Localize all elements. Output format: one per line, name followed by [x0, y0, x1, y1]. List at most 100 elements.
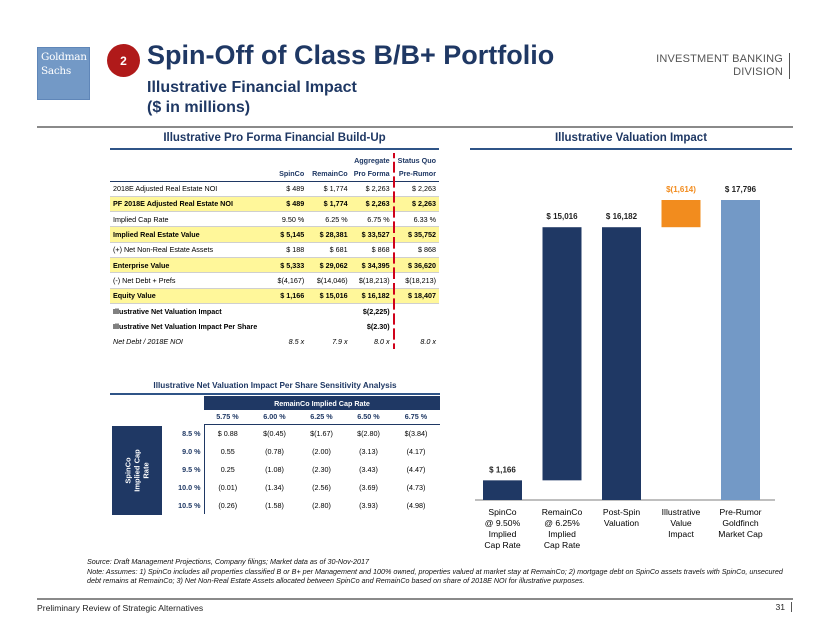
cell-value: (0.78)	[265, 446, 284, 456]
cell-value: $(3.84)	[404, 428, 428, 438]
cell-value	[394, 303, 439, 318]
cell-value: (2.30)	[312, 464, 331, 474]
table-row: 10.5 % (0.26) (1.58) (2.80) (3.93) (4.98)	[110, 496, 440, 514]
remainco-cap-rate-header: RemainCo Implied Cap Rate	[204, 396, 440, 410]
category-label: Post-Spin	[603, 507, 640, 517]
section-number-badge: 2	[107, 44, 140, 77]
cell-value: $ 29,062	[307, 257, 351, 274]
cell-value: 8.0 x	[350, 333, 395, 350]
cell-value: (1.08)	[265, 464, 284, 474]
proforma-table: Aggregate Status Quo SpinCo RemainCo Pro For…	[110, 153, 439, 350]
header-blank	[110, 153, 268, 167]
cell-value: 9.50 %	[268, 211, 308, 228]
column-header: Aggregate	[350, 153, 395, 167]
cell-value: $(2.80)	[357, 428, 380, 438]
cell-value: (2.80)	[312, 500, 331, 510]
bar-0	[483, 480, 522, 500]
bar-4	[721, 200, 760, 500]
cell-value	[394, 319, 439, 334]
column-header: 6.50 %	[345, 410, 392, 425]
subtitle-line1: Illustrative Financial Impact	[147, 79, 357, 96]
category-label: Cap Rate	[544, 540, 581, 550]
table-row: 9.5 % 0.25 (1.08) (2.30) (3.43) (4.47)	[110, 460, 440, 478]
cell-value: $ 1,774	[307, 181, 351, 197]
category-label: Valuation	[604, 518, 639, 528]
category-label: Cap Rate	[484, 540, 521, 550]
proforma-section-title: Illustrative Pro Forma Financial Build-U…	[163, 132, 386, 144]
cell-value: $ 36,620	[393, 257, 439, 274]
table-row: PF 2018E Adjusted Real Estate NOI $ 489 $ …	[110, 196, 439, 213]
cell-value: $ 0.88	[217, 428, 238, 438]
table-row: 10.0 % (0.01) (1.34) (2.56) (3.69) (4.73)	[110, 478, 440, 496]
cell-value: $ 28,381	[307, 226, 351, 243]
row-label: 10.0 %	[110, 478, 205, 496]
bar-data-label: $(1,614)	[666, 185, 696, 194]
table-row: Implied Real Estate Value $ 5,145 $ 28,381…	[110, 226, 439, 243]
cell-value: $(2,225)	[350, 303, 395, 319]
chart-section-rule	[470, 148, 792, 150]
cell-value: (4.47)	[406, 464, 426, 474]
category-label: Value	[670, 518, 692, 528]
column-header	[268, 153, 307, 167]
column-header: 6.00 %	[251, 410, 298, 425]
cell-value: (1.34)	[265, 482, 284, 492]
column-header: Pre-Rumor	[393, 167, 439, 182]
cell-value: 8.0 x	[420, 337, 436, 347]
cell-value: (0.26)	[218, 500, 238, 510]
cell-value: (1.58)	[265, 500, 284, 510]
logo-text-line1: Goldman	[41, 51, 87, 63]
cell-value: 8.5 x	[288, 337, 305, 347]
cell-value: (3.93)	[359, 500, 378, 510]
column-header: RemainCo	[307, 167, 351, 182]
row-label: (-) Net Debt + Prefs	[110, 272, 269, 289]
cell-value: $ 188	[268, 242, 308, 258]
sensitivity-section-rule	[110, 393, 440, 395]
footnotes: Source: Draft Management Projections, Co…	[87, 557, 787, 586]
category-label: Impact	[668, 529, 694, 539]
chart-section-title: Illustrative Valuation Impact	[554, 132, 708, 144]
cell-value: $ 489	[268, 196, 308, 213]
division-label: INVESTMENT BANKING DIVISION	[656, 53, 790, 79]
cell-value: $ 2,263	[393, 181, 439, 197]
bar-data-label: $ 15,016	[546, 212, 578, 221]
bar-3	[661, 200, 701, 228]
cell-value: (3.13)	[359, 446, 378, 456]
column-header	[307, 153, 350, 167]
column-header: Status Quo	[397, 155, 436, 165]
bar-data-label: $ 1,166	[489, 465, 516, 474]
blank	[110, 396, 204, 410]
cell-value: $ 15,016	[307, 288, 351, 304]
table-row: Equity Value $ 1,166 $ 15,016 $ 16,182 $ 18,…	[110, 288, 439, 304]
column-header: Pro Forma	[350, 167, 395, 182]
column-header: SpinCo	[268, 167, 308, 182]
blank	[110, 410, 204, 424]
cell-value: 6.33 %	[393, 211, 439, 228]
header-divider	[37, 126, 793, 128]
row-label: Equity Value	[110, 288, 269, 304]
column-header: 5.75 %	[204, 410, 251, 425]
sensitivity-column-row: 5.75 % 6.00 % 6.25 % 6.50 % 6.75 %	[110, 410, 440, 425]
table-row: (+) Net Non-Real Estate Assets $ 188 $ 681…	[110, 242, 439, 258]
row-label: Implied Cap Rate	[110, 211, 269, 228]
table-row: (-) Net Debt + Prefs $(4,167) $(14,046) $(1…	[110, 272, 439, 289]
column-header: 6.75 %	[392, 410, 440, 425]
goldman-sachs-logo: Goldman Sachs	[37, 47, 90, 100]
table-row: Illustrative Net Valuation Impact $(2,225…	[110, 303, 439, 319]
cell-value: $(4,167)	[268, 272, 308, 289]
source-note: Source: Draft Management Projections, Co…	[87, 557, 370, 566]
cell-value: 0.55	[220, 446, 235, 456]
category-label: Market Cap	[718, 529, 763, 539]
page-subtitle: Illustrative Financial Impact ($ in mill…	[147, 78, 357, 118]
bar-1	[542, 227, 582, 481]
cell-value	[268, 319, 307, 334]
cell-value: $ 681	[307, 242, 351, 258]
assumptions-note: Note: Assumes: 1) SpinCo includes all pr…	[87, 566, 783, 586]
category-label: Implied	[489, 529, 517, 539]
cell-value: 6.75 %	[350, 211, 395, 228]
sensitivity-section-title: Illustrative Net Valuation Impact Per Sh…	[153, 381, 397, 390]
division-line2: DIVISION	[733, 66, 783, 78]
cell-value: 7.9 x	[332, 337, 348, 347]
row-label: 8.5 %	[110, 424, 205, 442]
cell-value	[268, 303, 307, 318]
table-row: Illustrative Net Valuation Impact Per Sh…	[110, 318, 439, 334]
